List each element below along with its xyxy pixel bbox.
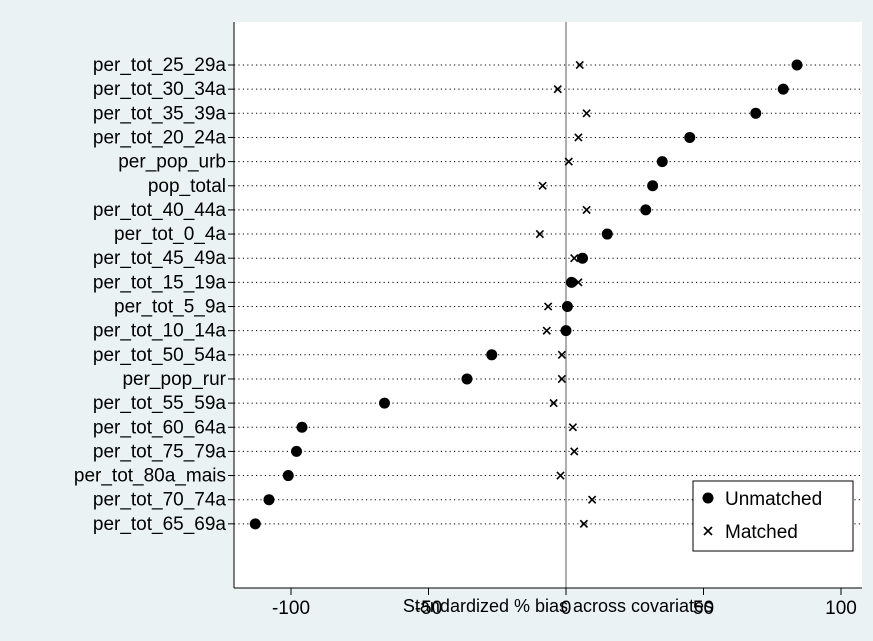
unmatched-point	[486, 349, 498, 361]
y-tick-label: per_tot_50_54a	[93, 345, 227, 366]
y-tick-label: per_tot_0_4a	[114, 224, 226, 245]
unmatched-point	[291, 445, 302, 457]
x-axis: -100 -50 0 50 100	[228, 22, 862, 619]
y-tick-label: per_pop_urb	[118, 152, 226, 173]
y-tick-label: per_tot_15_19a	[93, 272, 227, 293]
matched-point	[582, 205, 591, 215]
matched-point	[575, 60, 584, 70]
y-tick-label: per_tot_70_74a	[93, 490, 227, 511]
unmatched-point	[791, 59, 803, 71]
y-tick-label: per_tot_25_29a	[93, 55, 227, 76]
matched-point	[570, 447, 579, 456]
y-tick-label: per_tot_20_24a	[93, 127, 227, 148]
y-tick-label: per_tot_40_44a	[93, 200, 227, 221]
y-tick-label: pop_total	[148, 176, 226, 197]
unmatched-point	[282, 470, 294, 482]
y-tick-label: per_tot_35_39a	[93, 103, 227, 124]
matched-point	[542, 326, 551, 335]
unmatched-point	[461, 373, 473, 385]
matched-point	[568, 423, 578, 432]
matched-point	[564, 157, 573, 166]
legend-unmatched-marker	[702, 492, 714, 504]
y-tick-label: per_pop_rur	[122, 369, 226, 390]
matched-point	[579, 519, 589, 529]
y-tick-label: per_tot_80a_mais	[74, 466, 226, 487]
unmatched-point	[777, 83, 789, 95]
x-axis-title: Standardized % bias across covariates	[403, 596, 713, 616]
x-tick-label: 50	[693, 598, 714, 619]
matched-point	[574, 133, 583, 142]
matched-point	[553, 84, 562, 94]
matched-point	[557, 374, 567, 384]
y-tick-label: per_tot_45_49a	[93, 248, 227, 269]
y-tick-label: per_tot_75_79a	[93, 441, 227, 462]
unmatched-point	[647, 180, 659, 192]
matched-point	[535, 229, 545, 239]
y-tick-label: per_tot_5_9a	[114, 297, 226, 318]
unmatched-point	[560, 325, 572, 337]
matched-point	[587, 495, 597, 504]
legend-matched-label: Matched	[725, 522, 798, 543]
legend-unmatched-label: Unmatched	[725, 489, 822, 510]
unmatched-point	[640, 204, 652, 216]
y-tick-label: per_tot_55_59a	[93, 393, 227, 414]
y-axis-labels: per_tot_25_29a per_tot_30_34a per_tot_35_3…	[74, 55, 227, 535]
legend-matched-marker	[703, 526, 713, 536]
unmatched-point	[566, 276, 577, 288]
unmatched-point	[750, 107, 762, 119]
x-tick-label: -100	[272, 598, 310, 619]
matched-point	[582, 109, 591, 118]
legend-box	[692, 480, 854, 552]
unmatched-point	[379, 397, 390, 409]
data-marks	[249, 59, 803, 530]
unmatched-point	[684, 131, 696, 143]
y-tick-label: per_tot_10_14a	[93, 321, 227, 342]
y-tick-label: per_tot_30_34a	[93, 79, 227, 100]
unmatched-point	[577, 252, 588, 264]
y-tick-label: per_tot_65_69a	[93, 514, 227, 535]
matched-point	[543, 302, 553, 311]
matched-point	[557, 350, 567, 359]
matched-point	[538, 181, 547, 190]
matched-point	[570, 254, 579, 263]
unmatched-point	[296, 421, 308, 433]
x-tick-label: -50	[415, 598, 442, 619]
unmatched-point	[601, 228, 613, 240]
x-tick-label: 100	[825, 598, 857, 619]
x-tick-label: 0	[561, 598, 572, 619]
y-tick-label: per_tot_60_64a	[93, 417, 227, 438]
unmatched-point	[263, 494, 275, 506]
unmatched-point	[249, 518, 261, 530]
legend: Unmatched Matched	[692, 480, 854, 552]
matched-point	[556, 471, 565, 480]
unmatched-point	[656, 156, 668, 168]
unmatched-point	[561, 301, 573, 312]
matched-point	[549, 398, 558, 408]
